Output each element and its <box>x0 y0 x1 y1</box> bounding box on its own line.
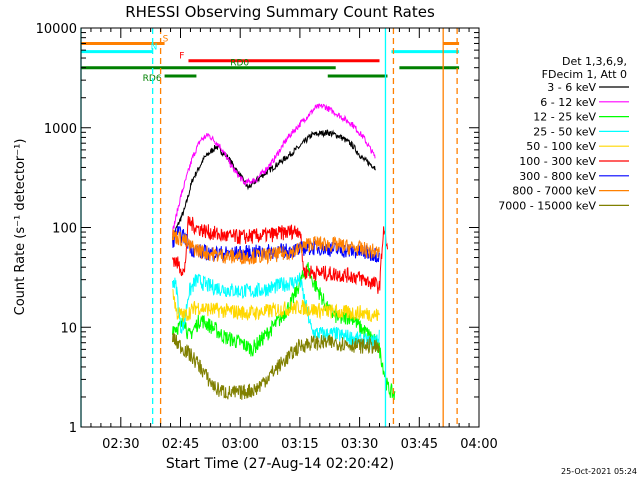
flag-f: F <box>179 52 380 63</box>
y-tick-label: 100 <box>52 222 77 237</box>
legend-label: 800 - 7000 keV <box>512 185 596 198</box>
flags-layer: SN F RD0 RD6 <box>81 34 460 84</box>
series-line <box>172 216 388 294</box>
series-2 <box>172 103 376 236</box>
x-axis-label: Start Time (27-Aug-14 02:20:42) <box>166 456 394 472</box>
series-5 <box>172 289 380 323</box>
flag-label: RD0 <box>230 59 249 69</box>
series-line <box>172 272 380 350</box>
x-tick-label: 03:15 <box>281 437 318 452</box>
series-line <box>172 289 380 323</box>
flag-rd0: RD0 <box>81 59 460 70</box>
series-8 <box>172 229 380 265</box>
series-line <box>172 262 396 401</box>
series-9 <box>172 333 380 400</box>
flag-n: N <box>81 43 460 54</box>
series-6 <box>172 216 388 294</box>
x-tick-label: 02:45 <box>162 437 199 452</box>
y-tick-label: 1 <box>69 421 77 436</box>
y-tick-label: 1000 <box>44 122 77 137</box>
footer-timestamp: 25-Oct-2021 05:24 <box>561 467 637 476</box>
y-tick-label: 10000 <box>36 22 77 37</box>
flag-label: S <box>163 34 169 44</box>
flag-s: S <box>81 34 460 45</box>
legend-label: 50 - 100 keV <box>526 140 596 153</box>
series-4 <box>172 272 380 350</box>
legend-label: 100 - 300 keV <box>519 155 596 168</box>
series-1 <box>172 129 376 241</box>
legend-header-line: FDecim 1, Att 0 <box>542 68 627 81</box>
y-axis-label: Count Rate (s⁻¹ detector⁻¹) <box>13 139 28 316</box>
legend-label: 7000 - 15000 keV <box>498 199 596 212</box>
legend-label: 300 - 800 keV <box>519 170 596 183</box>
series-3 <box>172 262 396 401</box>
series-line <box>172 333 380 400</box>
series-line <box>172 229 380 265</box>
legend-header-line: Det 1,3,6,9, <box>562 55 627 68</box>
series-line <box>172 129 376 241</box>
legend-label: 3 - 6 keV <box>547 81 596 94</box>
axes-layer: 02:30 02:45 03:00 03:15 03:30 03:45 04:00 1 10 10… <box>36 22 498 452</box>
legend-label: 6 - 12 keV <box>540 96 596 109</box>
legend-label: 12 - 25 keV <box>533 111 596 124</box>
x-tick-label: 04:00 <box>460 437 497 452</box>
x-tick-label: 03:45 <box>401 437 438 452</box>
x-tick-label: 03:30 <box>341 437 378 452</box>
chart-title: RHESSI Observing Summary Count Rates <box>125 3 435 21</box>
y-tick-label: 10 <box>60 321 77 336</box>
x-tick-label: 02:30 <box>102 437 139 452</box>
x-tick-label: 03:00 <box>221 437 258 452</box>
flag-label: F <box>179 52 184 62</box>
flag-label: N <box>151 43 158 53</box>
series-line <box>172 103 376 236</box>
vertical-lines-layer <box>80 28 458 427</box>
series-layer <box>172 103 396 401</box>
legend-label: 25 - 50 keV <box>533 125 596 138</box>
flag-rd6: RD6 <box>143 74 388 84</box>
legend: Det 1,3,6,9,FDecim 1, Att 03 - 6 keV 6 - … <box>498 55 629 212</box>
